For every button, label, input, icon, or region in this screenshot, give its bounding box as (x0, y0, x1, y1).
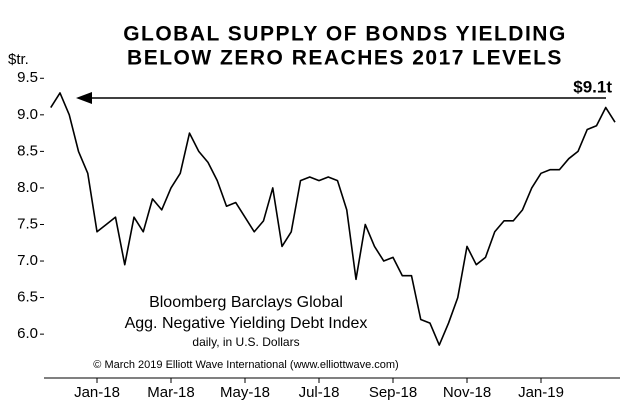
note: Bloomberg Barclays Global (149, 294, 343, 311)
chart-title: GLOBAL SUPPLY OF BONDS YIELDING (123, 23, 567, 46)
y-tick-label: 6.5 (17, 289, 38, 306)
x-tick-label: Mar-18 (147, 384, 195, 401)
y-tick-label: 9.5 (17, 69, 38, 86)
x-tick-label: Sep-18 (369, 384, 417, 401)
x-tick-label: Jul-18 (299, 384, 340, 401)
note: daily, in U.S. Dollars (192, 335, 299, 349)
x-tick-label: Jan-19 (518, 384, 564, 401)
arrow-head (76, 92, 92, 104)
x-tick-label: Jan-18 (74, 384, 120, 401)
source: © March 2019 Elliott Wave International … (93, 359, 398, 371)
x-tick-label: Nov-18 (443, 384, 491, 401)
y-tick-label: 7.0 (17, 252, 38, 269)
y-tick-label: 8.0 (17, 179, 38, 196)
chart-title: BELOW ZERO REACHES 2017 LEVELS (127, 47, 563, 70)
y-axis-label: $tr. (8, 51, 29, 68)
x-tick-label: May-18 (220, 384, 270, 401)
y-tick-label: 6.0 (17, 325, 38, 342)
data-line (50, 92, 616, 346)
y-tick-label: 7.5 (17, 215, 38, 232)
annotation: $9.1t (573, 77, 612, 96)
y-tick-label: 9.0 (17, 106, 38, 123)
y-tick-label: 8.5 (17, 142, 38, 159)
note: Agg. Negative Yielding Debt Index (125, 315, 368, 332)
